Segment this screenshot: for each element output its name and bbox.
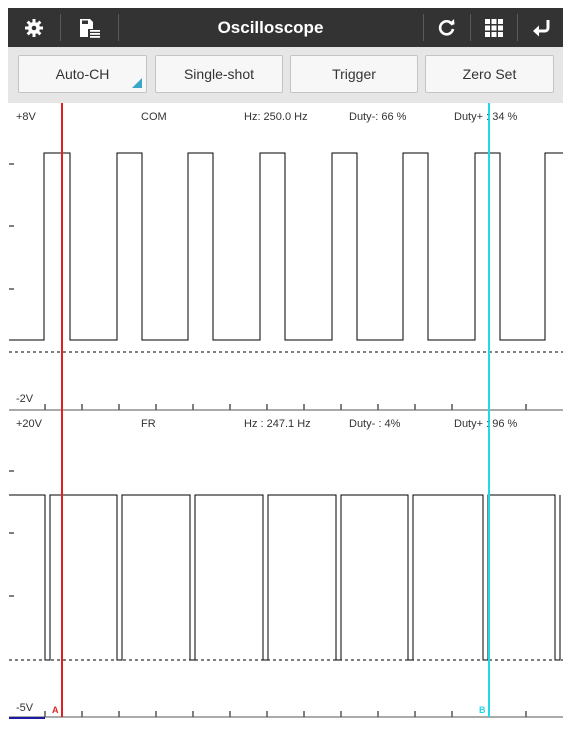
channel-2-name: FR [141,418,156,430]
top-bar: Oscilloscope [8,8,563,47]
trigger-label: Trigger [332,66,376,82]
channel-2-bottom-scale: -5V [16,702,34,714]
channel-2-trace [9,494,561,661]
channel-2-frequency: Hz : 247.1 Hz [244,418,311,430]
separator [470,14,471,41]
channel-1-trace [9,152,563,341]
separator [517,14,518,41]
separator [118,14,119,41]
channel-1-top-scale: +8V [16,111,36,123]
channel-2-duty-plus: Duty+ : 96 % [454,418,518,430]
grid-icon [485,18,503,37]
save-list-icon [79,18,100,38]
channel-2-top-scale: +20V [16,418,42,430]
separator [60,14,61,41]
cursor-b-label: B [479,705,486,715]
channel-1-duty-plus: Duty+ : 34 % [454,111,518,123]
channel-1-y-ticks [9,163,14,290]
gear-icon [25,18,43,37]
zero-set-label: Zero Set [462,66,517,82]
grid-button[interactable] [471,8,517,47]
trigger-button[interactable]: Trigger [290,55,418,93]
save-button[interactable] [61,8,118,47]
return-icon [532,19,549,36]
auto-ch-label: Auto-CH [55,66,110,82]
cursor-a-label: A [52,705,59,715]
refresh-icon [438,18,455,36]
channel-1-x-ticks [44,404,527,410]
channel-2-x-ticks [44,711,527,717]
channel-2-duty-minus: Duty- : 4% [349,418,401,430]
channel-1-frequency: Hz: 250.0 Hz [244,111,308,123]
back-button[interactable] [518,8,563,47]
single-shot-label: Single-shot [183,66,255,82]
separator [423,14,424,41]
single-shot-button[interactable]: Single-shot [155,55,283,93]
auto-ch-button[interactable]: Auto-CH [18,55,147,93]
channel-1-bottom-scale: -2V [16,393,34,405]
dropdown-corner-icon [132,78,142,88]
channel-2-y-ticks [9,470,14,597]
zero-set-button[interactable]: Zero Set [425,55,554,93]
settings-button[interactable] [8,8,60,47]
channel-1-duty-minus: Duty-: 66 % [349,111,407,123]
app-title: Oscilloscope [217,18,324,37]
channel-1-name: COM [141,111,167,123]
toolbar: Auto-CH Single-shot Trigger Zero Set [8,47,563,103]
refresh-button[interactable] [424,8,470,47]
